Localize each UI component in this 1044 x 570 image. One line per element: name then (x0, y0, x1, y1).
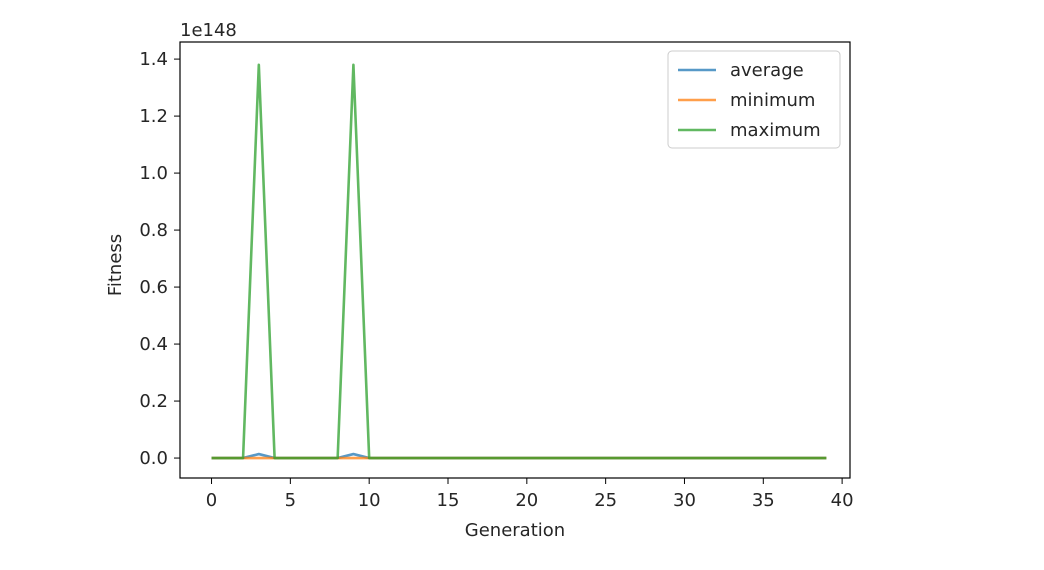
y-tick-label: 0.6 (139, 277, 168, 298)
y-axis-label: Fitness (105, 234, 126, 296)
y-tick-label: 0.0 (139, 448, 168, 469)
series-line-maximum (211, 63, 827, 460)
y-offset-text: 1e148 (180, 20, 237, 41)
legend-box (667, 50, 841, 149)
x-tick-label: 0 (206, 490, 217, 511)
x-tick-label: 35 (752, 490, 775, 511)
x-tick-label: 40 (831, 490, 854, 511)
x-tick-label: 25 (594, 490, 617, 511)
x-tick-label: 15 (437, 490, 460, 511)
y-tick-label: 0.4 (139, 334, 168, 355)
legend-label-average: average (730, 60, 804, 81)
legend-label-maximum: maximum (730, 120, 821, 141)
y-tick-label: 1.2 (139, 106, 168, 127)
x-axis-label: Generation (465, 520, 565, 541)
y-tick-label: 0.2 (139, 391, 168, 412)
axes-frame (179, 41, 851, 479)
y-tick-label: 1.4 (139, 49, 168, 70)
y-tick-label: 1.0 (139, 163, 168, 184)
legend-label-minimum: minimum (730, 90, 815, 111)
series-lines (211, 63, 827, 460)
x-tick-label: 20 (515, 490, 538, 511)
x-tick-label: 30 (673, 490, 696, 511)
legend: average minimum maximum (667, 50, 841, 149)
x-axis: 0 5 10 15 20 25 30 35 40 (206, 478, 854, 511)
x-tick-label: 5 (285, 490, 296, 511)
y-tick-label: 0.8 (139, 220, 168, 241)
y-axis: 0.0 0.2 0.4 0.6 0.8 1.0 1.2 1.4 (139, 49, 180, 469)
x-tick-label: 10 (358, 490, 381, 511)
